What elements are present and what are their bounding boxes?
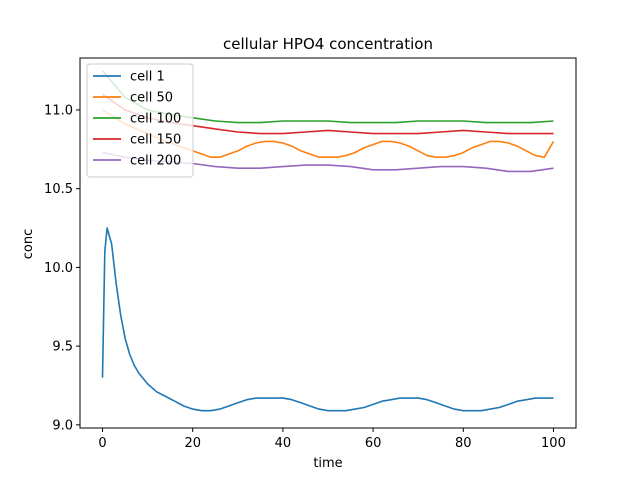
y-tick-label: 10.0 (44, 261, 73, 276)
series-line-cell-50 (102, 109, 555, 158)
y-axis: 9.0 9.5 10.0 10.5 11.0 (44, 103, 80, 433)
legend: cell 1 cell 50 cell 100 cell 150 cell 200 (86, 63, 194, 178)
x-axis: 0 20 40 60 80 100 (98, 428, 566, 451)
plot-frame (79, 57, 577, 429)
series-line-cell-1 (101, 227, 554, 412)
x-tick-label: 60 (365, 436, 382, 451)
y-tick-label: 11.0 (44, 103, 73, 118)
legend-box (86, 63, 194, 178)
x-tick-label: 0 (98, 436, 106, 451)
x-tick-label: 20 (184, 436, 201, 451)
x-axis-label: time (313, 456, 342, 471)
legend-label: cell 100 (130, 112, 181, 127)
y-tick-label: 9.5 (52, 340, 73, 355)
legend-label: cell 50 (130, 91, 173, 106)
legend-label: cell 200 (130, 154, 181, 169)
legend-label: cell 1 (130, 70, 165, 85)
y-axis-label: conc (21, 229, 36, 260)
x-tick-label: 40 (275, 436, 292, 451)
x-tick-label: 80 (455, 436, 472, 451)
y-tick-label: 9.0 (52, 418, 73, 433)
chart-title: cellular HPO4 concentration (223, 35, 433, 53)
y-tick-label: 10.5 (44, 182, 73, 197)
legend-label: cell 150 (130, 133, 181, 148)
x-tick-label: 100 (541, 436, 566, 451)
